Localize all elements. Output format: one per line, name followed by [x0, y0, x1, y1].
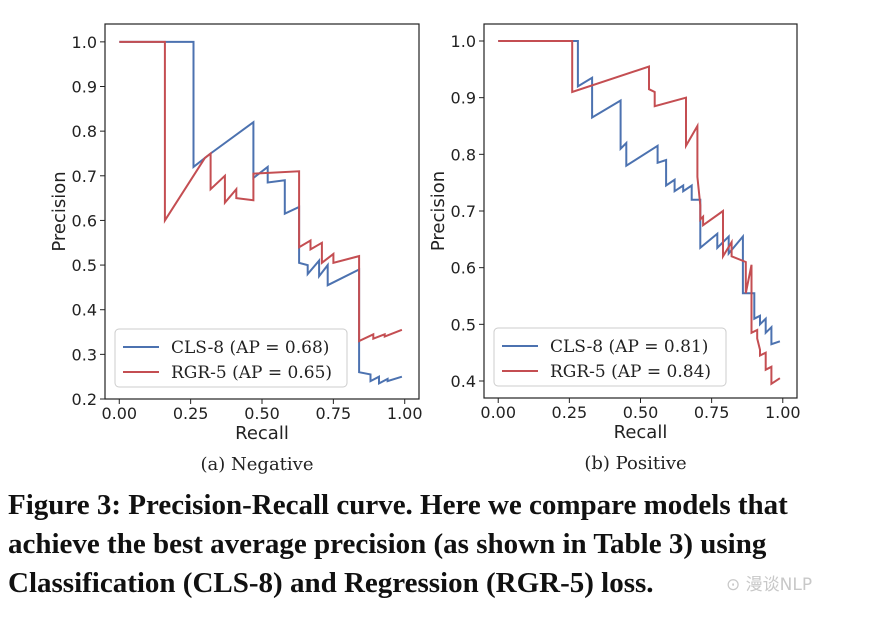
y-tick-label: 0.5 — [451, 315, 476, 334]
y-axis-label: Precision — [428, 171, 449, 251]
x-tick-label: 0.00 — [480, 403, 516, 422]
y-tick-label: 0.8 — [451, 145, 476, 164]
y-tick-label: 1.0 — [451, 32, 476, 51]
legend-entry: RGR-5 (AP = 0.65) — [171, 363, 332, 383]
watermark: ⊙ 漫谈NLP — [726, 575, 813, 595]
x-axis-label: Recall — [614, 422, 668, 443]
series-line-rgr-5 — [498, 40, 781, 386]
x-tick-label: 0.75 — [316, 404, 352, 423]
x-tick-label: 0.25 — [173, 404, 209, 423]
legend-box — [493, 327, 727, 387]
legend-entry: CLS-8 (AP = 0.68) — [171, 338, 329, 358]
series-line-cls-8 — [498, 40, 781, 346]
legend: CLS-8 (AP = 0.68) RGR-5 (AP = 0.65) — [114, 328, 348, 388]
y-tick-label: 0.8 — [72, 122, 97, 141]
legend-box — [114, 328, 348, 388]
chart-panel-1: 0.00 0.25 0.50 0.75 1.00 0.2 0.3 0.4 0.5 0.6 0.7 0.… — [49, 23, 423, 475]
x-tick-label: 1.00 — [387, 404, 423, 423]
y-tick-label: 0.4 — [72, 301, 97, 320]
x-axis-label: Recall — [235, 423, 289, 444]
y-tick-label: 0.7 — [451, 202, 476, 221]
y-tick-label: 0.5 — [72, 256, 97, 275]
x-tick-label: 0.50 — [244, 404, 280, 423]
y-tick-label: 0.3 — [72, 345, 97, 364]
chart-panel-2: 0.00 0.25 0.50 0.75 1.00 0.4 0.5 0.6 0.7 0.8 0.9 1.… — [428, 23, 801, 474]
y-tick-label: 0.2 — [72, 390, 97, 409]
subcaption: (b) Positive — [584, 453, 686, 474]
y-tick-label: 0.4 — [451, 372, 476, 391]
figure-caption: Figure 3: Precision-Recall curve. Here w… — [8, 489, 788, 599]
x-tick-label: 0.50 — [623, 403, 659, 422]
subcaption: (a) Negative — [201, 454, 314, 475]
legend-entry: RGR-5 (AP = 0.84) — [550, 362, 711, 382]
y-tick-label: 0.6 — [72, 211, 97, 230]
x-tick-label: 0.00 — [101, 404, 137, 423]
y-tick-label: 0.9 — [72, 78, 97, 97]
x-tick-label: 0.75 — [694, 403, 730, 422]
y-tick-label: 0.6 — [451, 259, 476, 278]
y-axis-label: Precision — [49, 171, 70, 251]
x-tick-label: 1.00 — [765, 403, 801, 422]
y-tick-label: 0.9 — [451, 89, 476, 108]
y-tick-label: 0.7 — [72, 167, 97, 186]
y-tick-label: 1.0 — [72, 33, 97, 52]
figure-canvas: 0.00 0.25 0.50 0.75 1.000.20.30.40.50.60.70.… — [49, 23, 801, 475]
series-line-rgr-5 — [119, 40, 403, 343]
series-line-cls-8 — [119, 40, 403, 386]
legend: CLS-8 (AP = 0.81) RGR-5 (AP = 0.84) — [493, 327, 727, 387]
x-tick-label: 0.25 — [552, 403, 588, 422]
legend-entry: CLS-8 (AP = 0.81) — [550, 337, 708, 357]
